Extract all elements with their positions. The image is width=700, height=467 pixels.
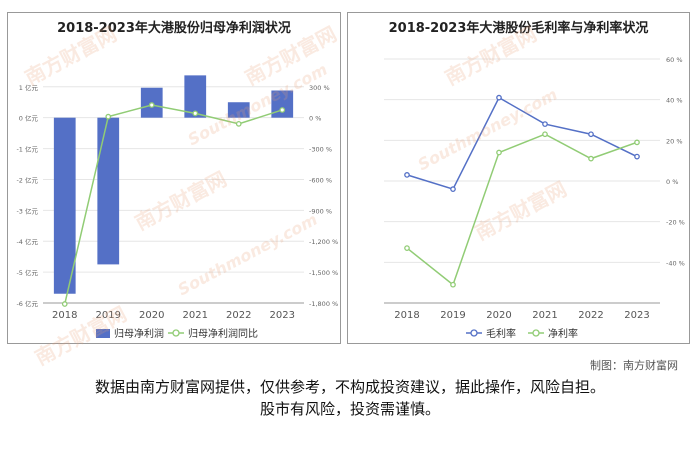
series-line-gross-margin — [406, 96, 638, 191]
right-axis-tick-label: -1,800 % — [309, 300, 338, 308]
point-net-margin — [496, 149, 502, 156]
x-axis-tick-label: 2021 — [532, 310, 557, 321]
point-yoy — [61, 301, 68, 307]
point-net-margin — [588, 155, 594, 162]
y-axis-tick-label: 60 % — [666, 56, 683, 64]
left-axis-tick-label: -6 亿元 — [16, 299, 38, 308]
point-yoy — [105, 113, 112, 120]
x-axis-tick-label: 2018 — [394, 310, 419, 321]
legend-swatch-bar — [96, 329, 110, 338]
y-axis-tick-label: 40 % — [666, 97, 683, 105]
disclaimer-line-2: 股市有风险，投资需谨慎。 — [259, 400, 440, 418]
point-yoy — [235, 121, 242, 127]
right-axis-tick-label: -1,500 % — [309, 269, 338, 277]
bar-net-profit — [227, 102, 250, 118]
x-axis-tick-label: 2020 — [486, 310, 511, 321]
x-axis-tick-label: 2020 — [139, 310, 164, 321]
left-axis-tick-label: -2 亿元 — [16, 175, 38, 184]
point-gross-margin — [404, 172, 410, 178]
margin-chart-panel: 2018-2023年大港股份毛利率与净利率状况 60 % 40 % 20 % 0 % -… — [347, 12, 690, 344]
disclaimer-line-1: 数据由南方财富网提供，仅供参考，不构成投资建议，据此操作，风险自担。 — [94, 378, 605, 396]
point-yoy — [148, 102, 155, 108]
legend-swatch-point — [470, 329, 478, 337]
right-axis-tick-label: 300 % — [309, 84, 330, 92]
right-axis-tick-label: -600 % — [309, 176, 332, 184]
point-net-margin — [634, 139, 640, 146]
net-profit-chart-panel: 2018-2023年大港股份归母净利润状况 1 亿元 0 亿元 -1 亿元 -2 亿元… — [7, 12, 341, 344]
margin-chart-title: 2018-2023年大港股份毛利率与净利率状况 — [388, 21, 649, 36]
right-axis-tick-label: -300 % — [309, 146, 332, 154]
point-gross-margin — [496, 94, 502, 101]
x-axis-tick-label: 2019 — [440, 310, 465, 321]
series-line-net-margin — [406, 133, 638, 286]
x-axis-tick-label: 2022 — [226, 310, 251, 321]
point-gross-margin — [634, 153, 640, 160]
legend-swatch-point — [172, 329, 180, 337]
bar-net-profit — [53, 117, 76, 294]
left-axis-tick-label: -1 亿元 — [16, 145, 38, 154]
point-yoy — [192, 110, 199, 117]
x-axis-tick-label: 2019 — [96, 310, 121, 321]
x-axis-tick-label: 2018 — [52, 310, 77, 321]
y-axis-tick-label: -40 % — [666, 259, 685, 267]
x-axis-tick-label: 2023 — [624, 310, 649, 321]
legend-label: 毛利率 — [486, 327, 516, 340]
x-axis-tick-label: 2021 — [183, 310, 208, 321]
y-axis-tick-label: 0 % — [666, 178, 678, 186]
point-gross-margin — [588, 131, 594, 138]
legend-label: 归母净利润同比 — [188, 327, 258, 340]
y-axis-tick-label: 20 % — [666, 137, 683, 145]
legend-label: 归母净利润 — [114, 327, 164, 340]
right-axis-tick-label: 0 % — [309, 115, 321, 123]
point-net-margin — [450, 281, 456, 288]
point-gross-margin — [542, 121, 548, 127]
margin-chart: 60 % 40 % 20 % 0 % -20 % -40 % 2018 2019 2020 202… — [384, 56, 685, 340]
net-profit-chart: 1 亿元 0 亿元 -1 亿元 -2 亿元 -3 亿元 -4 亿元 -5 亿元 -6 亿元 30… — [16, 75, 338, 340]
series-line-yoy — [64, 104, 283, 305]
right-axis-tick-label: -1,200 % — [309, 238, 338, 246]
right-axis-tick-label: -900 % — [309, 207, 332, 215]
point-gross-margin — [450, 186, 456, 192]
net-profit-chart-title: 2018-2023年大港股份归母净利润状况 — [57, 21, 291, 36]
bar-net-profit — [97, 117, 120, 265]
bar-net-profit — [271, 90, 294, 118]
bar-net-profit — [184, 75, 207, 118]
left-axis-tick-label: 0 亿元 — [19, 114, 39, 123]
legend-swatch-point — [532, 329, 540, 337]
left-axis-tick-label: -3 亿元 — [16, 206, 38, 215]
x-axis-tick-label: 2023 — [270, 310, 295, 321]
legend-label: 净利率 — [548, 327, 578, 340]
point-net-margin — [542, 131, 548, 138]
source-label: 制图：南方财富网 — [590, 359, 678, 372]
y-axis-tick-label: -20 % — [666, 219, 685, 227]
point-net-margin — [404, 245, 410, 251]
left-axis-tick-label: 1 亿元 — [19, 83, 39, 92]
x-axis-tick-label: 2022 — [578, 310, 603, 321]
left-axis-tick-label: -5 亿元 — [16, 268, 38, 277]
left-axis-tick-label: -4 亿元 — [16, 237, 38, 246]
point-yoy — [279, 107, 286, 113]
